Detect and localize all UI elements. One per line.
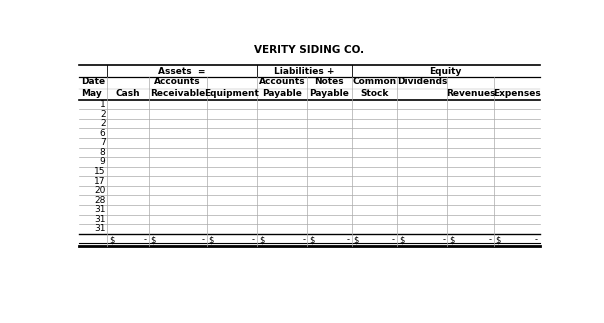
Text: Equity: Equity [429,67,462,76]
Text: Stock: Stock [360,89,388,98]
Text: Revenues: Revenues [446,89,495,98]
Text: -: - [347,235,350,244]
Text: Date: Date [81,77,104,86]
Text: 20: 20 [94,186,106,195]
Text: $: $ [399,235,404,244]
Text: Payable: Payable [262,89,302,98]
Text: -: - [535,235,538,244]
Text: 1: 1 [100,100,106,109]
Text: 2: 2 [100,119,106,128]
Text: Dividends: Dividends [397,77,447,86]
Text: 7: 7 [100,138,106,147]
Text: $: $ [259,235,264,244]
Text: 15: 15 [94,167,106,176]
Text: Payable: Payable [309,89,349,98]
Text: -: - [252,235,255,244]
Text: 6: 6 [100,129,106,138]
Text: -: - [489,235,492,244]
Text: VERITY SIDING CO.: VERITY SIDING CO. [254,45,365,55]
Text: Liabilities +: Liabilities + [274,67,335,76]
Text: May: May [81,89,101,98]
Text: Receivable: Receivable [150,89,205,98]
Text: Cash: Cash [115,89,140,98]
Text: Common: Common [352,77,396,86]
Text: 2: 2 [100,109,106,119]
Text: 9: 9 [100,157,106,166]
Text: Accounts: Accounts [155,77,201,86]
Text: -: - [442,235,445,244]
Text: Equipment: Equipment [204,89,259,98]
Text: $: $ [449,235,454,244]
Text: 17: 17 [94,177,106,186]
Text: 31: 31 [94,205,106,214]
Text: 31: 31 [94,215,106,224]
Text: $: $ [109,235,114,244]
Text: -: - [202,235,205,244]
Text: $: $ [150,235,156,244]
Text: 28: 28 [94,196,106,205]
Text: $: $ [353,235,359,244]
Text: $: $ [309,235,315,244]
Text: Expenses: Expenses [493,89,541,98]
Text: 31: 31 [94,224,106,234]
Text: Accounts: Accounts [259,77,306,86]
Text: $: $ [495,235,501,244]
Text: -: - [144,235,147,244]
Text: Notes: Notes [315,77,344,86]
Text: -: - [392,235,395,244]
Text: Assets  =: Assets = [158,67,206,76]
Text: $: $ [208,235,214,244]
Text: 8: 8 [100,148,106,157]
Text: -: - [303,235,306,244]
